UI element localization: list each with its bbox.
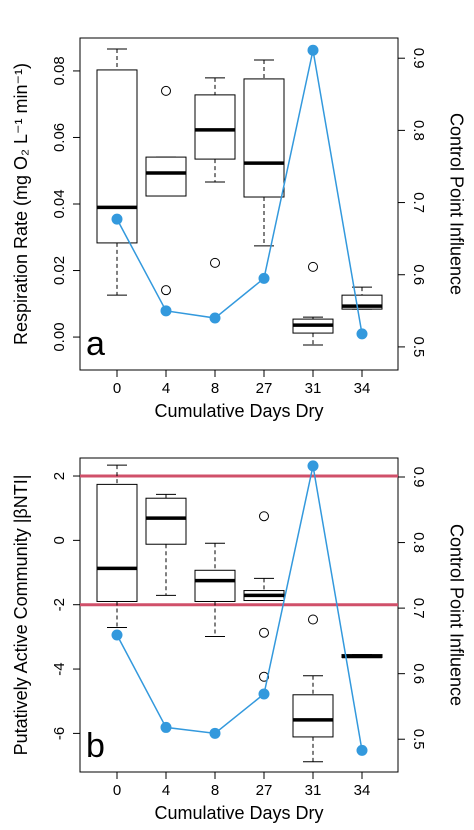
outlier bbox=[259, 511, 269, 522]
influence-point bbox=[111, 629, 123, 641]
box bbox=[243, 78, 285, 198]
panel-label: a bbox=[86, 325, 105, 363]
y2-tick-label: 0.6 bbox=[410, 264, 427, 285]
outlier bbox=[210, 257, 220, 268]
y2-tick-label: 0.9 bbox=[410, 467, 427, 488]
panel-label: b bbox=[86, 727, 105, 765]
y2-tick-label: 0.7 bbox=[410, 192, 427, 213]
y-tick-label: -4 bbox=[51, 662, 68, 675]
y2-tick-label: 0.8 bbox=[410, 120, 427, 141]
box bbox=[194, 569, 236, 602]
y2-axis-title: Control Point Influence bbox=[446, 113, 466, 295]
y-tick-label: 0.06 bbox=[51, 123, 68, 152]
y-tick-label: -2 bbox=[51, 598, 68, 611]
influence-line bbox=[116, 50, 363, 335]
influence-point bbox=[209, 312, 221, 324]
box bbox=[96, 483, 138, 602]
x-tick-label: 0 bbox=[113, 782, 121, 799]
panel: 0.00 0.02 0.04 0.06 0.08 0.5 0.6 0.7 0.8 0.9 0 4 8 27… bbox=[11, 37, 466, 421]
x-tick-label: 31 bbox=[305, 380, 322, 397]
y2-axis-title: Control Point Influence bbox=[446, 524, 466, 706]
y-tick-label: 0 bbox=[51, 536, 68, 544]
y-tick-label: -6 bbox=[51, 727, 68, 740]
y2-tick-label: 0.5 bbox=[410, 729, 427, 750]
outlier bbox=[308, 614, 318, 625]
x-tick-label: 31 bbox=[305, 782, 322, 799]
x-axis-title: Cumulative Days Dry bbox=[154, 401, 323, 421]
y2-tick-label: 0.5 bbox=[410, 336, 427, 357]
y-axis-title: Putatively Active Community |βNTI| bbox=[11, 475, 31, 756]
x-tick-label: 27 bbox=[256, 782, 273, 799]
x-tick-label: 27 bbox=[256, 380, 273, 397]
y-axis-title: Respiration Rate (mg O₂ L⁻¹ min⁻¹) bbox=[11, 63, 31, 345]
box bbox=[292, 694, 334, 738]
x-axis-title: Cumulative Days Dry bbox=[154, 803, 323, 823]
influence-point bbox=[111, 213, 123, 225]
x-tick-label: 34 bbox=[354, 782, 371, 799]
influence-line bbox=[116, 465, 363, 751]
influence-point bbox=[356, 744, 368, 756]
influence-point bbox=[258, 688, 270, 700]
x-tick-label: 8 bbox=[211, 782, 219, 799]
outlier bbox=[161, 85, 171, 96]
influence-point bbox=[356, 328, 368, 340]
outlier bbox=[259, 627, 269, 638]
influence-point bbox=[160, 721, 172, 733]
influence-point bbox=[258, 272, 270, 284]
panel: 2 0 -2 -4 -6 0.5 0.6 0.7 0.8 0.9 0 4 8 27 31 34 Cumulati… bbox=[11, 457, 466, 823]
y2-tick-label: 0.9 bbox=[410, 48, 427, 69]
y-tick-label: 0.02 bbox=[51, 256, 68, 285]
outlier bbox=[161, 285, 171, 296]
box bbox=[145, 156, 187, 197]
outlier bbox=[308, 261, 318, 272]
box bbox=[194, 94, 236, 160]
y2-tick-label: 0.8 bbox=[410, 532, 427, 553]
x-tick-label: 34 bbox=[354, 380, 371, 397]
plot-frame bbox=[79, 457, 399, 773]
y-tick-label: 0.08 bbox=[51, 56, 68, 85]
y2-tick-label: 0.6 bbox=[410, 663, 427, 684]
y-tick-label: 0.00 bbox=[51, 322, 68, 351]
y-tick-label: 0.04 bbox=[51, 189, 68, 218]
box bbox=[145, 497, 187, 545]
influence-point bbox=[160, 305, 172, 317]
influence-point bbox=[307, 460, 319, 472]
x-tick-label: 0 bbox=[113, 380, 121, 397]
y2-tick-label: 0.7 bbox=[410, 598, 427, 619]
x-tick-label: 4 bbox=[162, 380, 170, 397]
y-tick-label: 2 bbox=[51, 472, 68, 480]
x-tick-label: 4 bbox=[162, 782, 170, 799]
influence-point bbox=[209, 727, 221, 739]
outlier bbox=[259, 671, 269, 682]
x-tick-label: 8 bbox=[211, 380, 219, 397]
influence-point bbox=[307, 44, 319, 56]
